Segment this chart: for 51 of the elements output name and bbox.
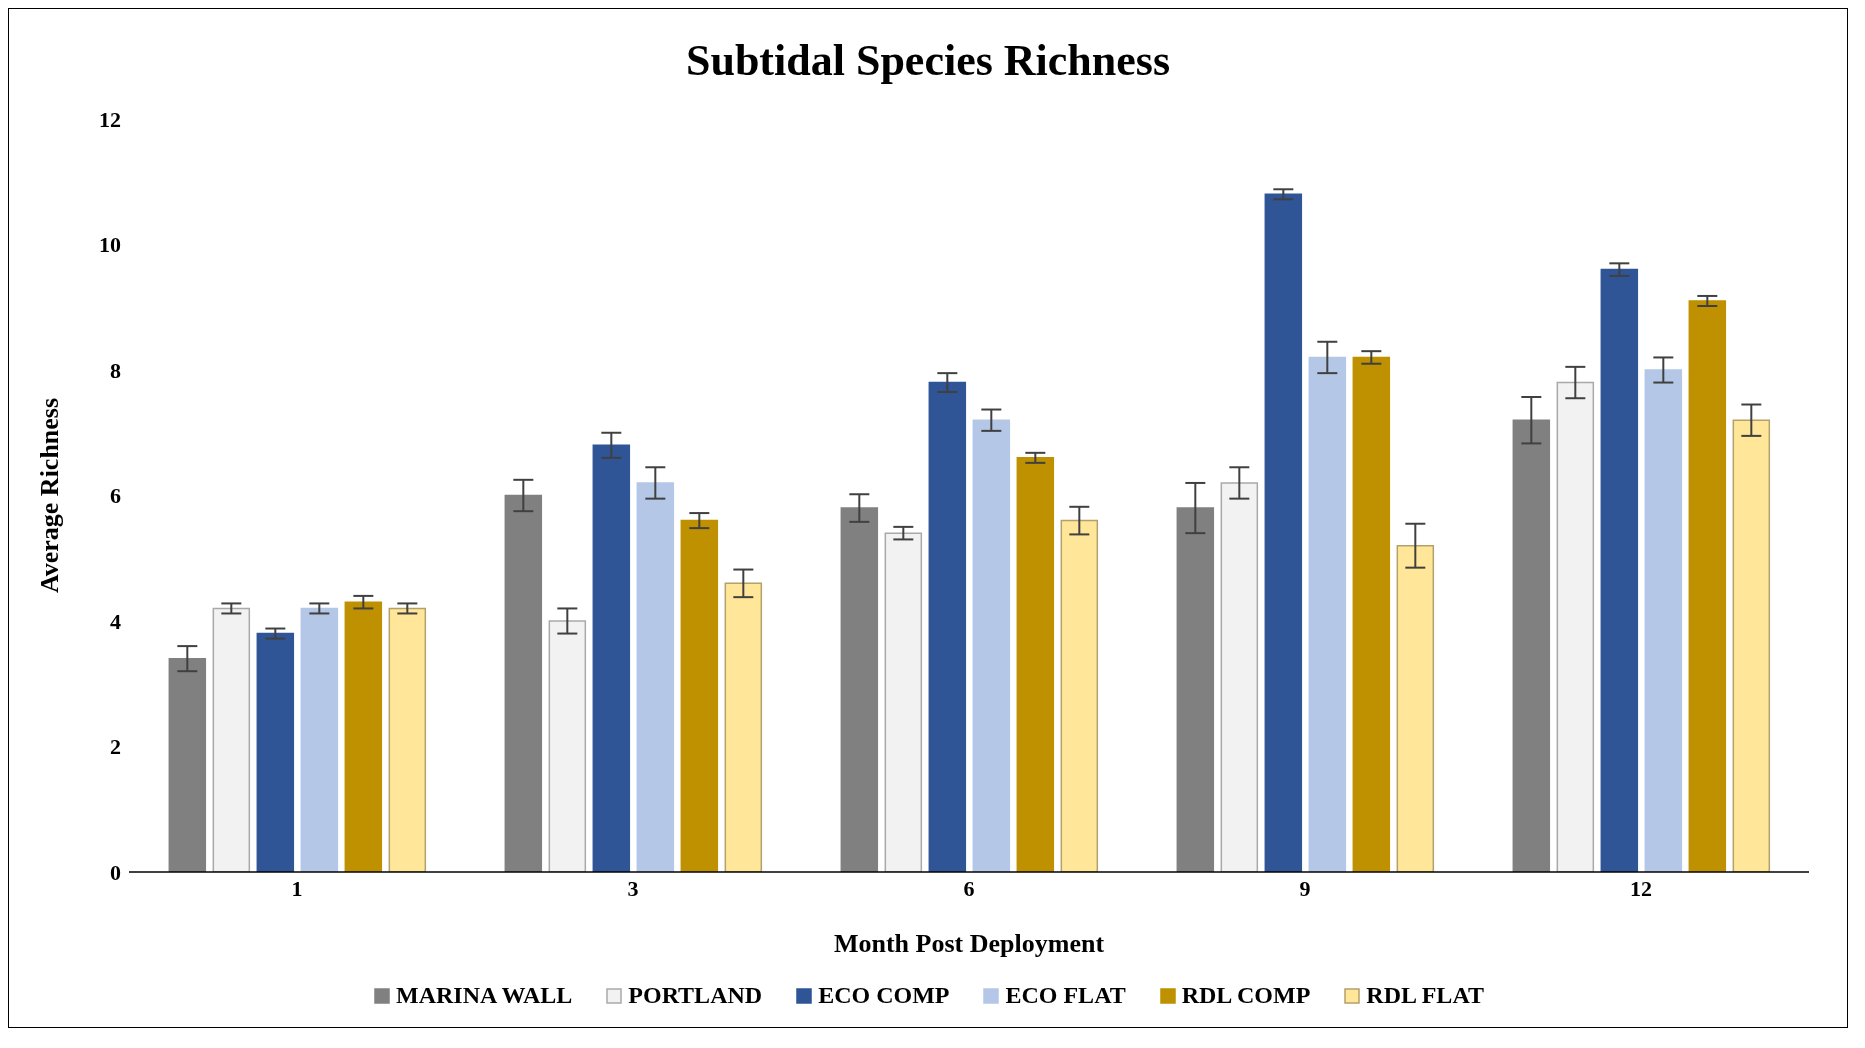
bar <box>344 601 383 872</box>
bar <box>1556 381 1595 872</box>
legend-label: MARINA WALL <box>396 982 573 1009</box>
bar <box>1732 419 1771 872</box>
bar <box>1688 300 1727 872</box>
legend-label: PORTLAND <box>628 982 763 1009</box>
legend-label: RDL COMP <box>1181 982 1311 1009</box>
y-tick-label: 10 <box>99 232 121 258</box>
bar <box>504 494 543 872</box>
bar <box>1352 356 1391 872</box>
bar <box>680 519 719 872</box>
x-tick-label: 1 <box>291 875 303 901</box>
y-tick-label: 0 <box>110 859 121 885</box>
bar <box>592 444 631 872</box>
bar <box>212 607 251 872</box>
y-tick-label: 4 <box>110 608 121 634</box>
y-axis-title: Average Richness <box>35 397 65 594</box>
bar <box>928 381 967 872</box>
y-tick-label: 2 <box>110 734 121 760</box>
bar <box>1264 193 1303 872</box>
y-tick-label: 6 <box>110 483 121 509</box>
y-tick-label: 12 <box>99 106 121 132</box>
legend-label: ECO COMP <box>818 982 950 1009</box>
chart-title: Subtidal Species Richness <box>684 35 1172 86</box>
bar <box>1308 356 1347 872</box>
bar <box>724 582 763 872</box>
bar <box>840 507 879 872</box>
bar <box>256 632 295 872</box>
bar <box>884 532 923 872</box>
legend-label: ECO FLAT <box>1005 982 1126 1009</box>
bar <box>1396 544 1435 872</box>
bar <box>1060 519 1099 872</box>
x-axis-title: Month Post Deployment <box>833 929 1105 958</box>
x-tick-label: 3 <box>627 875 639 901</box>
bar <box>388 607 427 872</box>
x-tick-label: 9 <box>1299 875 1311 901</box>
bar <box>1016 457 1055 872</box>
bar <box>168 657 207 872</box>
bar <box>1176 507 1215 872</box>
bar <box>972 419 1011 872</box>
bar <box>300 607 339 872</box>
bar <box>1600 268 1639 872</box>
bar <box>636 482 675 872</box>
y-tick-label: 8 <box>110 357 121 383</box>
bar <box>1220 482 1259 872</box>
x-tick-label: 6 <box>963 875 975 901</box>
legend-label: RDL FLAT <box>1366 982 1484 1009</box>
bar <box>548 620 587 872</box>
x-tick-label: 12 <box>1630 875 1652 901</box>
bar <box>1512 419 1551 872</box>
bar <box>1644 369 1683 872</box>
